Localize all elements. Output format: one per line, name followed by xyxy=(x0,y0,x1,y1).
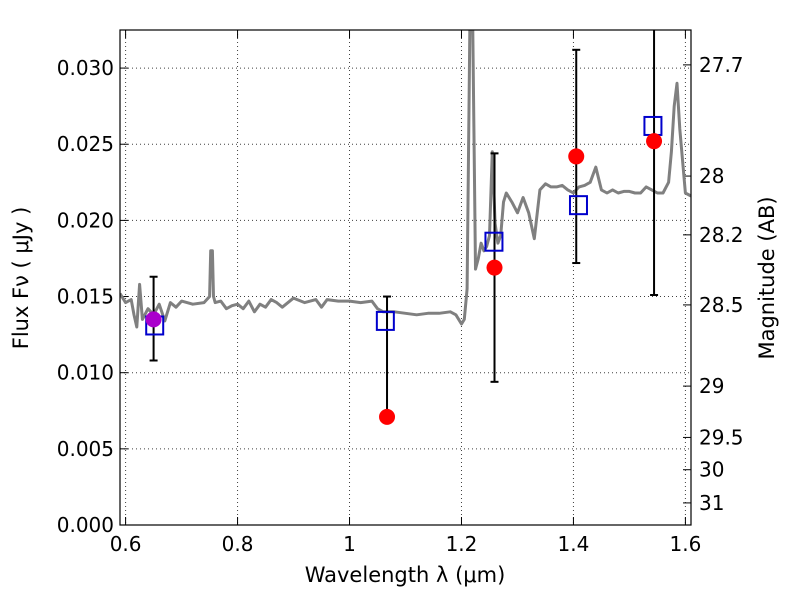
plot-layer xyxy=(120,30,691,425)
magnitude-tick-label: 28 xyxy=(699,164,724,188)
x-axis-label: Wavelength λ (μm) xyxy=(305,563,506,587)
model-photometry-square xyxy=(484,231,504,252)
x-tick-label: 1.2 xyxy=(446,532,478,556)
magnitude-tick-label: 27.7 xyxy=(699,53,744,77)
observed-flux-point xyxy=(145,311,162,328)
right-axis-label: Magnitude (AB) xyxy=(755,196,779,359)
observed-flux-point xyxy=(646,133,663,150)
magnitude-tick-label: 28.2 xyxy=(699,223,744,247)
ticks-layer: 0.6 0.8 1 1.2 1.4 1.6 0.000 0.005 0.010 0.015 0.02… xyxy=(57,30,744,556)
x-tick-label: 1.4 xyxy=(558,532,590,556)
magnitude-tick-label: 29 xyxy=(699,374,724,398)
y-axis-label: Flux Fν ( μJy ) xyxy=(9,207,33,350)
y-tick-label: 0.020 xyxy=(57,208,114,232)
magnitude-tick-label: 28.5 xyxy=(699,293,744,317)
y-tick-label: 0.025 xyxy=(57,132,114,156)
plot-frame xyxy=(119,29,692,526)
y-tick-label: 0.005 xyxy=(57,437,114,461)
y-tick-label: 0.000 xyxy=(57,513,114,537)
x-tick-label: 1 xyxy=(343,532,356,556)
y-tick-label: 0.010 xyxy=(57,361,114,385)
x-tick-label: 1.6 xyxy=(669,532,701,556)
x-tick-label: 0.6 xyxy=(110,532,142,556)
x-tick-label: 0.8 xyxy=(222,532,254,556)
model-photometry-square xyxy=(568,195,588,216)
observed-flux-point xyxy=(486,259,503,276)
model-spectrum-line xyxy=(120,30,691,329)
observed-flux-point xyxy=(568,148,585,165)
magnitude-tick-label: 30 xyxy=(699,458,724,482)
model-photometry-square xyxy=(375,310,395,331)
y-tick-label: 0.015 xyxy=(57,285,114,309)
grid-layer xyxy=(120,30,691,526)
model-photometry-square xyxy=(643,115,663,136)
magnitude-tick-label: 31 xyxy=(699,491,724,515)
magnitude-tick-label: 29.5 xyxy=(699,425,744,449)
y-tick-label: 0.030 xyxy=(57,56,114,80)
observed-flux-point xyxy=(379,408,396,425)
